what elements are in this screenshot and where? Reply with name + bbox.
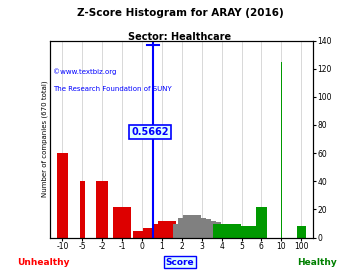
Bar <box>133 231 151 238</box>
Bar <box>193 219 211 238</box>
Text: Sector: Healthcare: Sector: Healthcare <box>129 32 231 42</box>
Bar <box>153 224 171 238</box>
Bar <box>203 222 221 238</box>
Bar <box>173 224 191 238</box>
Bar <box>113 207 131 238</box>
Bar <box>218 225 235 238</box>
Text: Unhealthy: Unhealthy <box>17 258 69 266</box>
Bar <box>297 226 306 238</box>
Bar <box>281 62 282 238</box>
Bar <box>243 226 260 238</box>
Bar <box>238 228 256 238</box>
Bar <box>80 181 85 238</box>
Bar <box>188 218 206 238</box>
Bar <box>158 221 176 238</box>
Bar <box>143 228 161 238</box>
Bar <box>233 226 251 238</box>
Text: The Research Foundation of SUNY: The Research Foundation of SUNY <box>53 86 172 92</box>
Text: Z-Score Histogram for ARAY (2016): Z-Score Histogram for ARAY (2016) <box>77 8 283 18</box>
Text: Healthy: Healthy <box>297 258 337 266</box>
Bar <box>178 218 196 238</box>
Bar <box>198 221 216 238</box>
Bar <box>163 224 181 238</box>
Bar <box>249 229 264 238</box>
Bar <box>96 181 108 238</box>
Bar <box>148 229 166 238</box>
Text: Score: Score <box>166 258 194 266</box>
Text: 0.5662: 0.5662 <box>131 127 169 137</box>
Text: ©www.textbiz.org: ©www.textbiz.org <box>53 68 116 75</box>
Bar <box>256 207 267 238</box>
Bar <box>222 224 240 238</box>
Bar <box>168 226 186 238</box>
Bar <box>183 215 201 238</box>
Bar <box>208 224 226 238</box>
Y-axis label: Number of companies (670 total): Number of companies (670 total) <box>41 81 48 197</box>
Bar <box>213 224 230 238</box>
Bar <box>228 226 246 238</box>
Bar <box>138 231 156 238</box>
Bar <box>57 153 68 238</box>
